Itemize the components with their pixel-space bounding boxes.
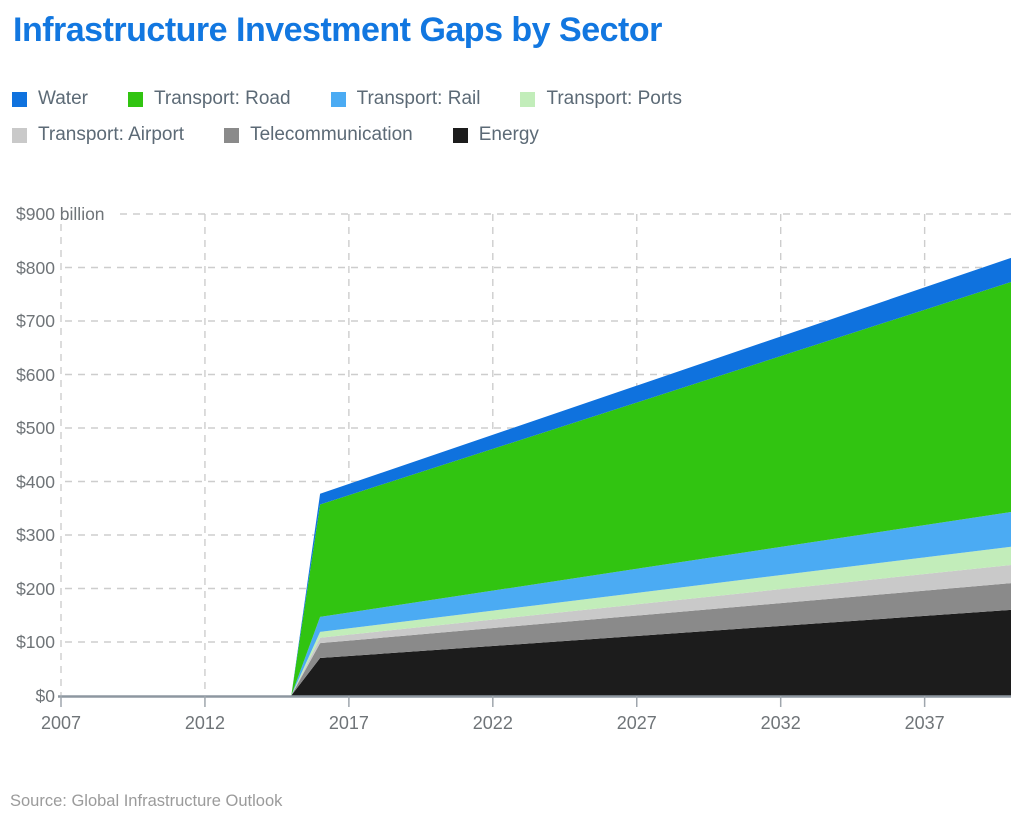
- y-axis-label-400: $400: [16, 471, 55, 492]
- area-airport: [61, 564, 1011, 696]
- legend-label-water: Water: [38, 88, 88, 109]
- legend-swatch-rail: [330, 91, 346, 107]
- y-axis-label-0: $0: [35, 685, 55, 706]
- y-axis-label-800: $800: [16, 257, 55, 278]
- legend-swatch-ports: [520, 91, 536, 107]
- x-axis-label-2007: 2007: [40, 713, 82, 733]
- legend-label-airport: Transport: Airport: [38, 124, 185, 145]
- area-road: [61, 281, 1011, 696]
- legend-label-telecom: Telecommunication: [250, 124, 413, 145]
- legend-row-2: Transport: Airport Telecommunication Energ…: [12, 124, 682, 146]
- x-axis-label-2027: 2027: [616, 713, 657, 733]
- x-axis-label-2032: 2032: [760, 713, 801, 733]
- y-axis-label-600: $600: [16, 364, 55, 385]
- area-ports: [61, 546, 1011, 696]
- legend-row-1: Water Transport: Road Transport: Rail Trans…: [12, 88, 682, 110]
- legend-label-energy: Energy: [478, 124, 539, 145]
- x-axis-label-2022: 2022: [472, 713, 513, 733]
- x-axis-label-2037: 2037: [904, 713, 945, 733]
- area-energy: [61, 609, 1011, 696]
- y-axis-label-900: $900 billion: [16, 204, 105, 224]
- legend-item-airport: Transport: Airport: [12, 124, 184, 146]
- x-axis-label-2017: 2017: [328, 713, 369, 733]
- area-telecom: [61, 583, 1011, 696]
- legend-item-energy: Energy: [452, 124, 539, 146]
- legend-swatch-water: [12, 91, 27, 107]
- legend-label-rail: Transport: Rail: [356, 88, 481, 109]
- area-water: [61, 257, 1011, 696]
- legend: Water Transport: Road Transport: Rail Trans…: [12, 88, 682, 146]
- legend-swatch-airport: [12, 127, 27, 143]
- y-axis-label-700: $700: [16, 311, 55, 331]
- y-axis-label-100: $100: [16, 632, 55, 652]
- x-axis-label-2012: 2012: [184, 713, 225, 733]
- legend-item-rail: Transport: Rail: [330, 88, 481, 110]
- legend-swatch-road: [127, 91, 143, 107]
- legend-swatch-energy: [452, 127, 468, 143]
- legend-item-water: Water: [12, 88, 88, 110]
- source-note: Source: Global Infrastructure Outlook: [10, 792, 283, 810]
- y-axis-label-500: $500: [16, 418, 55, 438]
- legend-item-ports: Transport: Ports: [520, 88, 682, 110]
- y-axis-label-300: $300: [16, 525, 55, 545]
- legend-label-road: Transport: Road: [153, 88, 291, 109]
- area-rail: [61, 511, 1011, 696]
- legend-item-road: Transport: Road: [127, 88, 291, 110]
- chart-title: Infrastructure Investment Gaps by Sector: [13, 11, 662, 49]
- legend-item-telecom: Telecommunication: [224, 124, 413, 146]
- legend-label-ports: Transport: Ports: [546, 88, 682, 109]
- legend-swatch-telecom: [224, 127, 240, 143]
- y-axis-label-200: $200: [16, 578, 55, 599]
